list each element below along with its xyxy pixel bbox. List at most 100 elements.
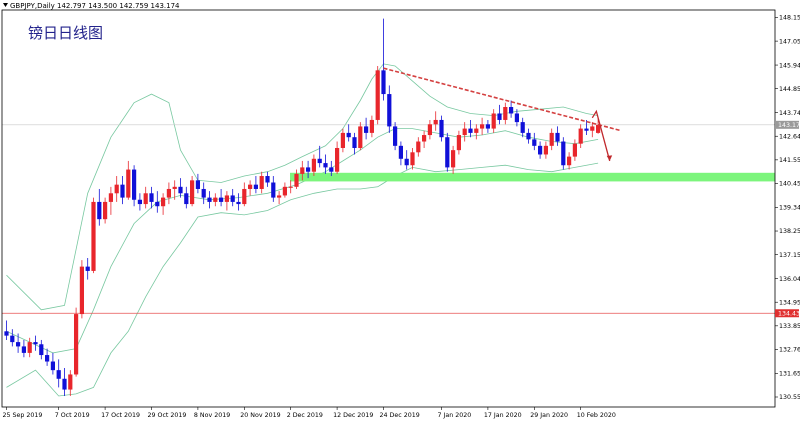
candle — [561, 137, 566, 170]
candle-body — [480, 124, 485, 129]
candle — [300, 160, 305, 181]
candle-body — [462, 128, 467, 136]
candle — [213, 193, 218, 207]
candle — [27, 337, 32, 358]
bollinger-lower — [6, 162, 599, 397]
candle — [485, 119, 490, 133]
candle-body — [340, 132, 345, 148]
x-tick-label: 29 Oct 2019 — [148, 412, 187, 419]
candle-body — [91, 201, 96, 271]
candle-body — [416, 141, 421, 153]
candle-body — [155, 201, 160, 207]
x-tick-label: 25 Sep 2019 — [3, 412, 43, 419]
candle — [474, 124, 479, 140]
candle-body — [271, 182, 276, 198]
candle — [329, 160, 334, 177]
candle-body — [253, 184, 258, 189]
candle — [33, 335, 38, 351]
candle-body — [323, 163, 328, 168]
x-tick-label: 17 Oct 2019 — [101, 412, 140, 419]
candle — [439, 115, 444, 142]
candle — [91, 197, 96, 274]
plot-frame — [1, 9, 776, 408]
candle-body — [161, 197, 166, 207]
candle — [555, 126, 560, 146]
candle-body — [248, 184, 253, 189]
candle-body — [143, 193, 148, 205]
candle-body — [335, 147, 340, 172]
candle — [230, 188, 235, 207]
candle-body — [219, 197, 224, 202]
candle — [172, 180, 177, 200]
candle — [462, 122, 467, 142]
support-zone-layer — [290, 172, 775, 182]
y-tick-label: 145.945 — [779, 62, 800, 69]
x-tick-label: 7 Oct 2019 — [55, 412, 90, 419]
candle — [108, 186, 113, 215]
candle — [103, 197, 108, 224]
candle-body — [352, 137, 357, 148]
chart-watermark: 镑日日线图 — [28, 24, 103, 42]
y-axis-ticks: 148.150 147.055 145.945 144.850 143.740 142.6… — [775, 15, 800, 401]
candle — [311, 154, 316, 177]
candle-body — [137, 199, 142, 205]
axes — [1, 9, 776, 408]
candle-body — [39, 344, 44, 356]
candle — [16, 333, 21, 353]
candle — [166, 182, 171, 205]
candle-body — [242, 188, 247, 205]
candle-body — [555, 132, 560, 142]
candle-body — [509, 107, 514, 114]
candle — [190, 176, 195, 207]
candle-body — [97, 201, 102, 220]
candle — [21, 339, 26, 358]
candle — [294, 169, 299, 189]
candle — [219, 188, 224, 207]
candle — [404, 150, 409, 170]
candles — [4, 18, 601, 397]
candle — [416, 137, 421, 157]
candle-body — [491, 113, 496, 129]
candle-body — [62, 378, 67, 390]
x-tick-label: 10 Feb 2020 — [577, 412, 616, 419]
candle — [323, 154, 328, 174]
candle-body — [375, 70, 380, 120]
candle — [364, 117, 369, 140]
candle-body — [520, 122, 525, 133]
candle — [306, 160, 311, 179]
candle — [491, 109, 496, 133]
candle — [137, 193, 142, 211]
candle — [224, 191, 229, 211]
current-price-box — [775, 120, 799, 129]
candle-body — [190, 180, 195, 205]
candle — [497, 104, 502, 125]
candle — [549, 128, 554, 151]
candle — [184, 186, 189, 209]
candle — [538, 141, 543, 159]
bollinger-middle — [6, 128, 599, 354]
y-tick-label: 138.250 — [779, 228, 800, 235]
candle — [358, 122, 363, 151]
y-tick-label: 139.345 — [779, 205, 800, 212]
dropdown-triangle-icon[interactable] — [3, 3, 8, 7]
candle — [85, 257, 90, 280]
support-zone — [290, 172, 775, 182]
candle — [456, 130, 461, 155]
candle-body — [21, 346, 26, 353]
candle-body — [230, 195, 235, 202]
y-tick-label: 147.055 — [779, 38, 800, 45]
candle-body — [369, 119, 374, 133]
candle — [195, 173, 200, 194]
candle — [514, 109, 519, 127]
candle-body — [451, 150, 456, 168]
candle-body — [410, 152, 415, 166]
candle-body — [68, 374, 73, 390]
candle-body — [572, 143, 577, 157]
candle-body — [207, 197, 212, 202]
candle — [120, 176, 125, 205]
candle-body — [45, 355, 50, 362]
candle-body — [329, 167, 334, 172]
candle-body — [456, 135, 461, 151]
candle — [398, 141, 403, 166]
